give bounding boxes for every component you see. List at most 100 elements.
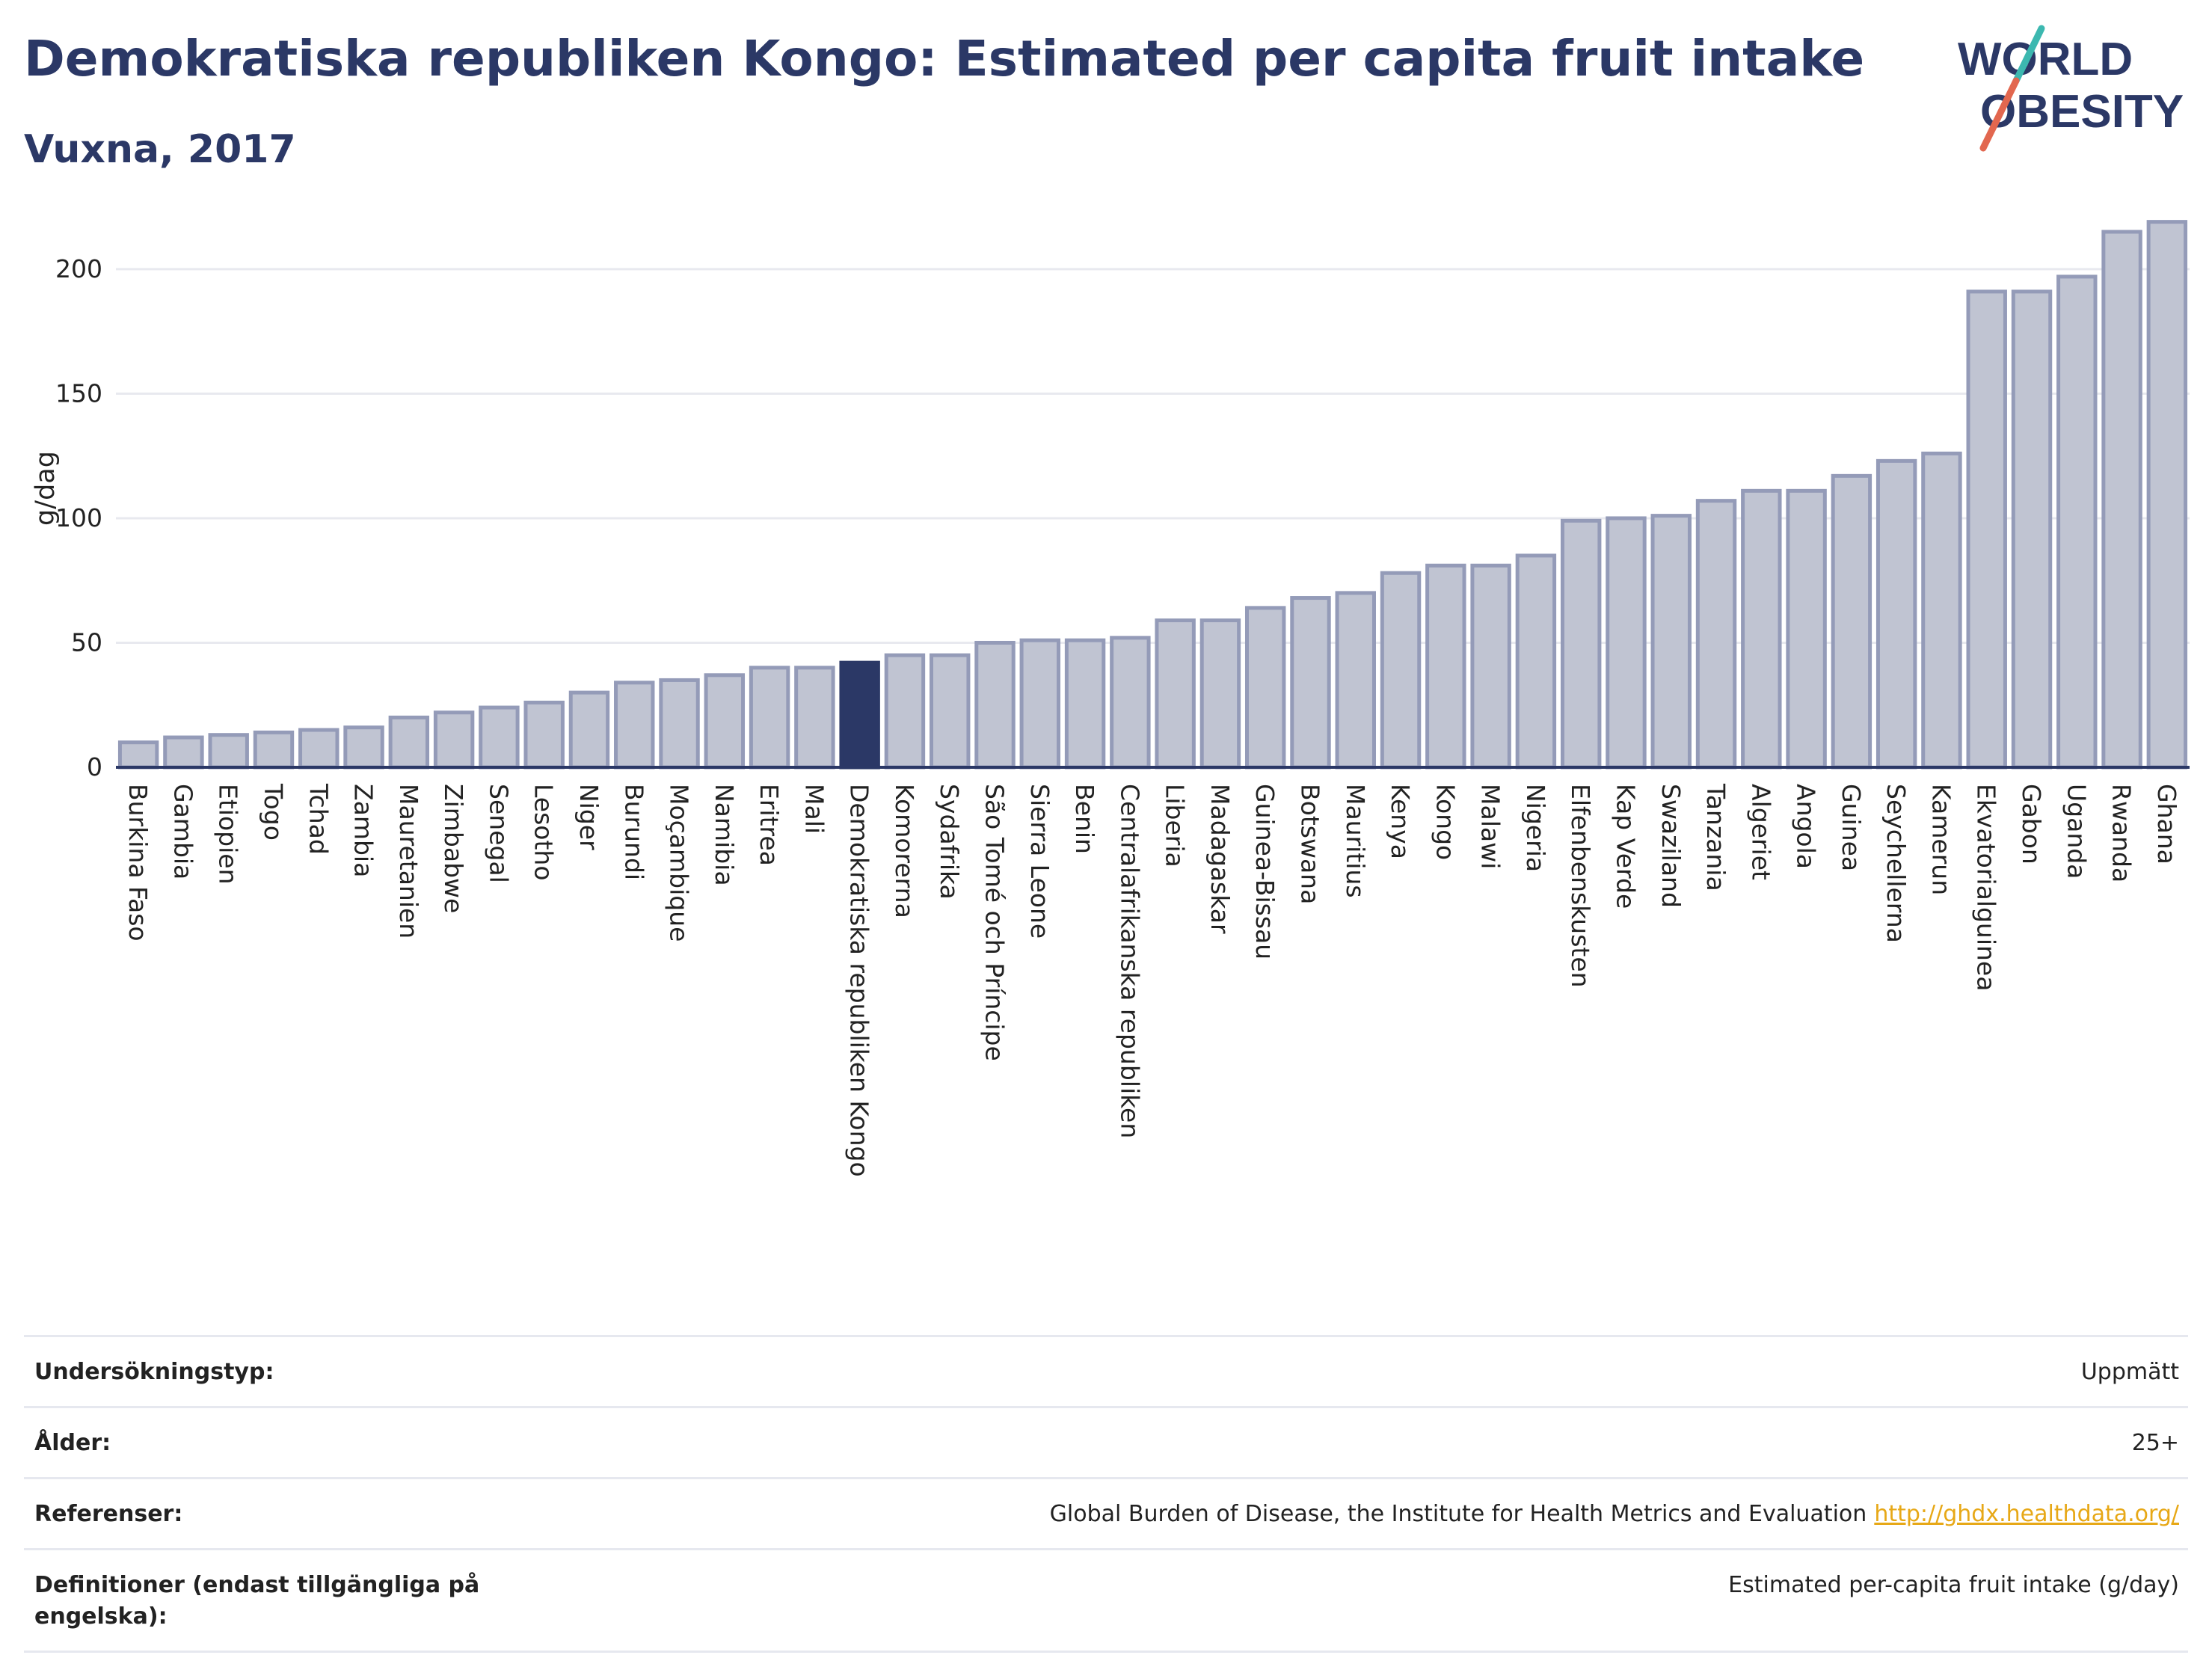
bar <box>2101 230 2142 770</box>
bar <box>523 700 565 770</box>
bar <box>1335 591 1376 770</box>
logo-teal-slash <box>2012 25 2045 85</box>
x-tick-label: Liberia <box>1161 784 1190 868</box>
x-tick-label: Kenya <box>1386 784 1415 859</box>
bar <box>1199 618 1241 770</box>
bar <box>1786 488 1827 770</box>
x-tick-label: Zimbabwe <box>439 784 468 913</box>
x-tick-label: Guinea-Bissau <box>1250 784 1279 959</box>
x-tick-label: Sierra Leone <box>1025 784 1054 939</box>
meta-label: Ålder: <box>34 1430 111 1456</box>
bar <box>1695 499 1737 770</box>
y-tick-label: 200 <box>55 254 102 283</box>
meta-row-definitions: Definitioner (endast tillgängliga på eng… <box>24 1548 2188 1653</box>
x-tick-label: Komorerna <box>890 784 919 918</box>
x-tick-label: Guinea <box>1837 784 1866 871</box>
bar <box>749 666 790 770</box>
reference-link[interactable]: http://ghdx.healthdata.org/ <box>1874 1501 2179 1527</box>
logo-red-slash <box>1979 77 2020 152</box>
meta-label: Referenser: <box>34 1501 183 1527</box>
x-tick-label: Zambia <box>349 784 378 877</box>
bar <box>1515 553 1557 770</box>
bar <box>1425 563 1466 770</box>
world-obesity-logo: WORLD OBESITY <box>1958 25 2184 152</box>
x-tick-label: Algeriet <box>1746 784 1775 880</box>
x-tick-label: Kongo <box>1431 784 1460 860</box>
bar <box>1650 514 1692 770</box>
x-tick-label: Senegal <box>484 784 513 883</box>
bar <box>884 653 926 770</box>
meta-value: 25+ <box>2131 1430 2179 1456</box>
bar <box>1831 473 1872 770</box>
x-tick-label: Demokratiska republiken Kongo <box>845 784 874 1177</box>
x-tick-label: São Tomé och Príncipe <box>980 784 1010 1061</box>
x-tick-label: Seychellerna <box>1881 784 1911 943</box>
meta-value: Uppmätt <box>2080 1359 2179 1385</box>
meta-row-references: Referenser: Global Burden of Disease, th… <box>24 1477 2188 1548</box>
bar <box>704 673 746 770</box>
x-tick-label: Burundi <box>619 784 648 880</box>
y-tick-label: 50 <box>71 627 102 657</box>
x-tick-label: Kap Verde <box>1611 784 1640 909</box>
x-tick-label: Sydafrika <box>935 784 964 900</box>
x-tick-label: Rwanda <box>2107 784 2136 882</box>
bar <box>659 678 700 770</box>
bar <box>794 666 835 770</box>
logo-line1: WORLD <box>1958 34 2133 85</box>
x-tick-label: Ekvatorialguinea <box>1972 784 2001 991</box>
bar <box>2146 220 2188 770</box>
bar <box>479 705 520 770</box>
bar <box>1155 618 1196 770</box>
bar-highlighted <box>839 660 880 770</box>
bar <box>298 728 340 770</box>
x-tick-label: Togo <box>259 783 288 841</box>
bar <box>117 740 159 770</box>
bar <box>208 733 249 770</box>
bar <box>2011 289 2053 770</box>
x-tick-label: Moçambique <box>665 784 694 942</box>
metadata-table: Undersökningstyp: Uppmätt Ålder: 25+ Ref… <box>24 1335 2188 1653</box>
chart-subtitle: Vuxna, 2017 <box>24 127 296 172</box>
logo-line2: OBESITY <box>1980 86 2184 138</box>
bar <box>1875 458 1917 770</box>
x-tick-label: Mauritius <box>1341 784 1370 898</box>
bar <box>1921 451 1962 770</box>
x-tick-label: Botswana <box>1295 784 1324 904</box>
bar <box>1966 289 2007 770</box>
bar <box>343 725 384 770</box>
y-tick-label: 0 <box>87 752 102 782</box>
x-tick-label: Madagaskar <box>1205 784 1235 934</box>
bar <box>1064 638 1106 770</box>
x-tick-label: Eritrea <box>755 784 784 866</box>
meta-value: Global Burden of Disease, the Institute … <box>1049 1501 1867 1527</box>
bar <box>253 730 295 770</box>
y-axis-label: g/dag <box>31 451 61 526</box>
x-tick-label: Burkina Faso <box>123 784 153 942</box>
y-tick-label: 100 <box>55 503 102 532</box>
x-tick-label: Angola <box>1792 784 1821 869</box>
x-tick-label: Ghana <box>2152 784 2181 865</box>
bar <box>1110 636 1151 770</box>
bar <box>433 710 475 770</box>
bar <box>1741 488 1782 770</box>
x-tick-label: Mauretanien <box>394 784 423 939</box>
x-tick-label: Kamerun <box>1926 784 1956 895</box>
bar-chart: 0 50 100 150 200 g/dag Burkina Faso Gambia Etiop… <box>31 220 2190 1177</box>
bar <box>388 715 430 770</box>
bar <box>1290 596 1331 770</box>
bar <box>2056 274 2098 770</box>
x-tick-label: Namibia <box>710 784 739 886</box>
x-tick-label: Mali <box>799 784 829 834</box>
x-tick-label: Tanzania <box>1701 783 1730 891</box>
bar <box>1606 516 1647 770</box>
meta-row-survey-type: Undersökningstyp: Uppmätt <box>24 1335 2188 1406</box>
x-tick-label: Malawi <box>1476 784 1505 869</box>
x-tick-label: Centralafrikanska republiken <box>1115 784 1144 1138</box>
x-tick-label: Lesotho <box>529 784 559 881</box>
x-tick-label: Nigeria <box>1521 784 1550 872</box>
bar <box>614 681 655 770</box>
meta-value: Estimated per-capita fruit intake (g/day… <box>1728 1572 2179 1598</box>
x-tick-label: Tchad <box>304 783 333 855</box>
bar <box>1380 571 1422 770</box>
x-tick-label: Gabon <box>2017 784 2046 865</box>
